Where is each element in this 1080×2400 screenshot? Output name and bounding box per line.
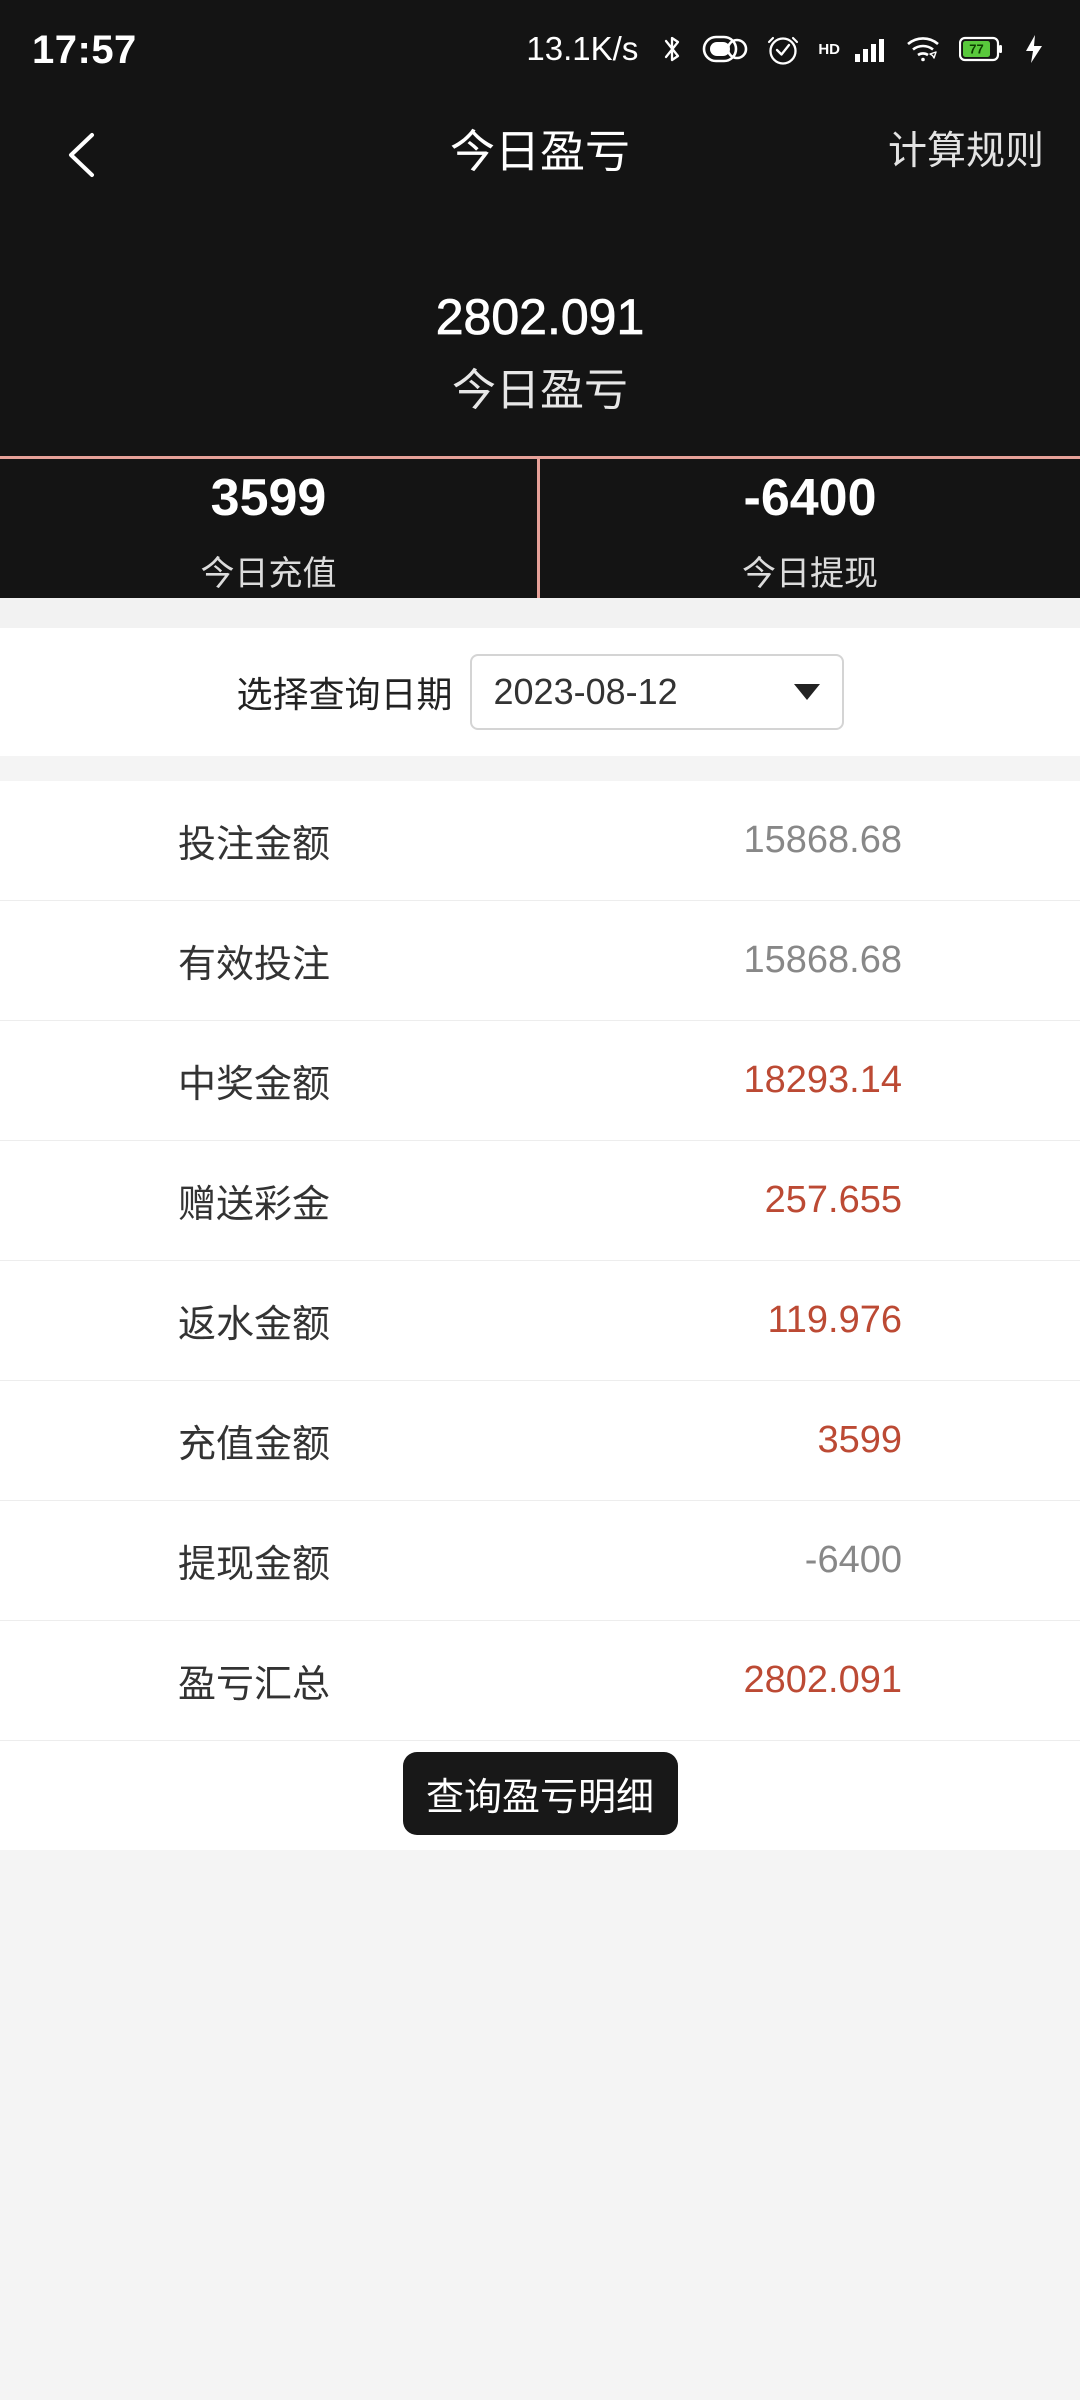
svg-text:77: 77	[969, 42, 983, 57]
